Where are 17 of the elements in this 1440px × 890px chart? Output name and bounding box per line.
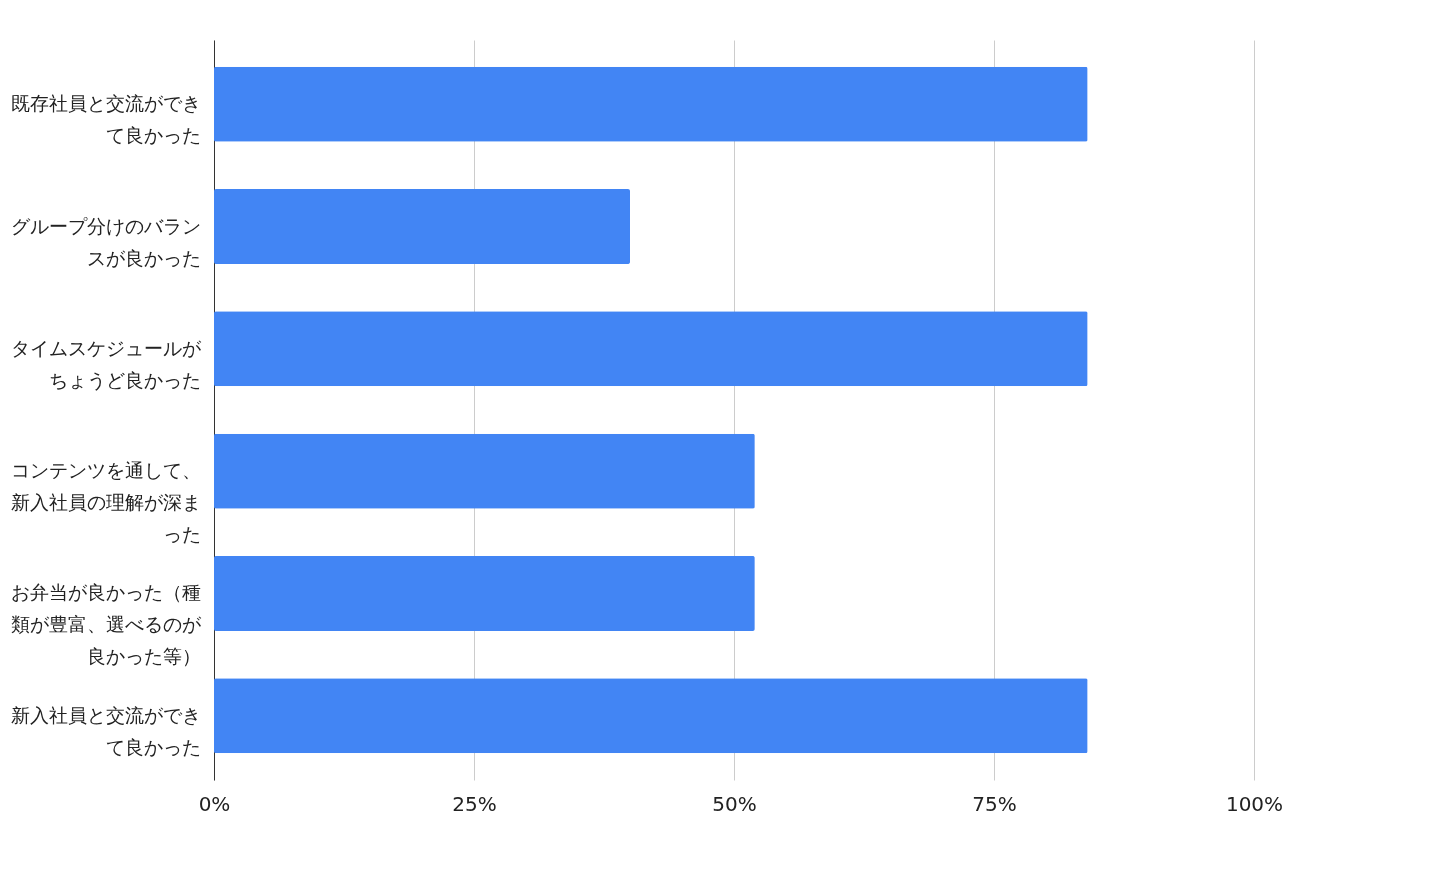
y-tick-label: お弁当が良かった（種類が豊富、選べるのが良かった等） — [10, 581, 202, 668]
bar — [214, 311, 1088, 387]
y-tick-label: コンテンツを通して、新入社員の理解が深まった — [10, 459, 201, 546]
y-tick-label: タイムスケジュールがちょうど良かった — [10, 336, 202, 391]
x-tick-label: 0% — [198, 791, 231, 816]
bar — [214, 189, 630, 265]
y-tick-label: 既存社員と交流ができて良かった — [10, 92, 201, 147]
bar — [214, 66, 1088, 142]
bar — [214, 433, 755, 509]
bar — [214, 678, 1088, 754]
x-tick-label: 75% — [972, 791, 1017, 816]
y-tick-label: グループ分けのバランスが良かった — [10, 214, 201, 269]
x-tick-label: 100% — [1225, 791, 1284, 816]
bar — [214, 555, 755, 631]
y-tick-label: 新入社員と交流ができて良かった — [10, 703, 201, 758]
x-tick-label: 25% — [452, 791, 497, 816]
x-tick-label: 50% — [712, 791, 757, 816]
